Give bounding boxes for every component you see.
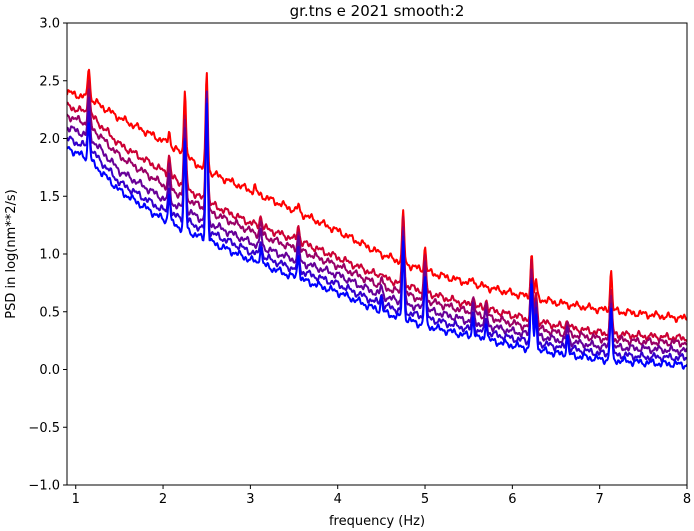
x-axis: 1 2 3 4 5 6 7 8 xyxy=(72,485,691,507)
psd-series-line xyxy=(67,102,687,370)
x-tick-label: 2 xyxy=(159,492,167,507)
x-tick-label: 3 xyxy=(246,492,254,507)
y-tick-label: −0.5 xyxy=(28,421,60,436)
y-tick-label: 1.0 xyxy=(39,248,60,263)
x-tick-label: 8 xyxy=(683,492,691,507)
x-tick-label: 4 xyxy=(334,492,342,507)
y-tick-label: 3.0 xyxy=(39,17,60,32)
psd-series-line xyxy=(67,68,687,323)
y-tick-label: −1.0 xyxy=(28,479,60,494)
y-tick-label: 2.0 xyxy=(39,132,60,147)
x-tick-label: 1 xyxy=(72,492,80,507)
psd-series-line xyxy=(67,90,687,356)
series-layer xyxy=(67,68,687,370)
plot-frame xyxy=(66,22,688,486)
x-tick-label: 7 xyxy=(596,492,604,507)
y-tick-label: 2.5 xyxy=(39,74,60,89)
x-axis-label: frequency (Hz) xyxy=(329,514,425,529)
chart-title: gr.tns e 2021 smooth:2 xyxy=(290,2,465,20)
y-tick-label: 0.0 xyxy=(39,363,60,378)
y-axis: −1.0 −0.5 0.0 0.5 1.0 1.5 2.0 2.5 3.0 xyxy=(28,17,67,494)
y-axis-label: PSD in log(nm**2/s) xyxy=(4,189,19,319)
x-tick-label: 6 xyxy=(508,492,516,507)
y-tick-label: 0.5 xyxy=(39,305,60,320)
psd-series-line xyxy=(67,88,687,348)
x-tick-label: 5 xyxy=(421,492,429,507)
y-tick-label: 1.5 xyxy=(39,190,60,205)
